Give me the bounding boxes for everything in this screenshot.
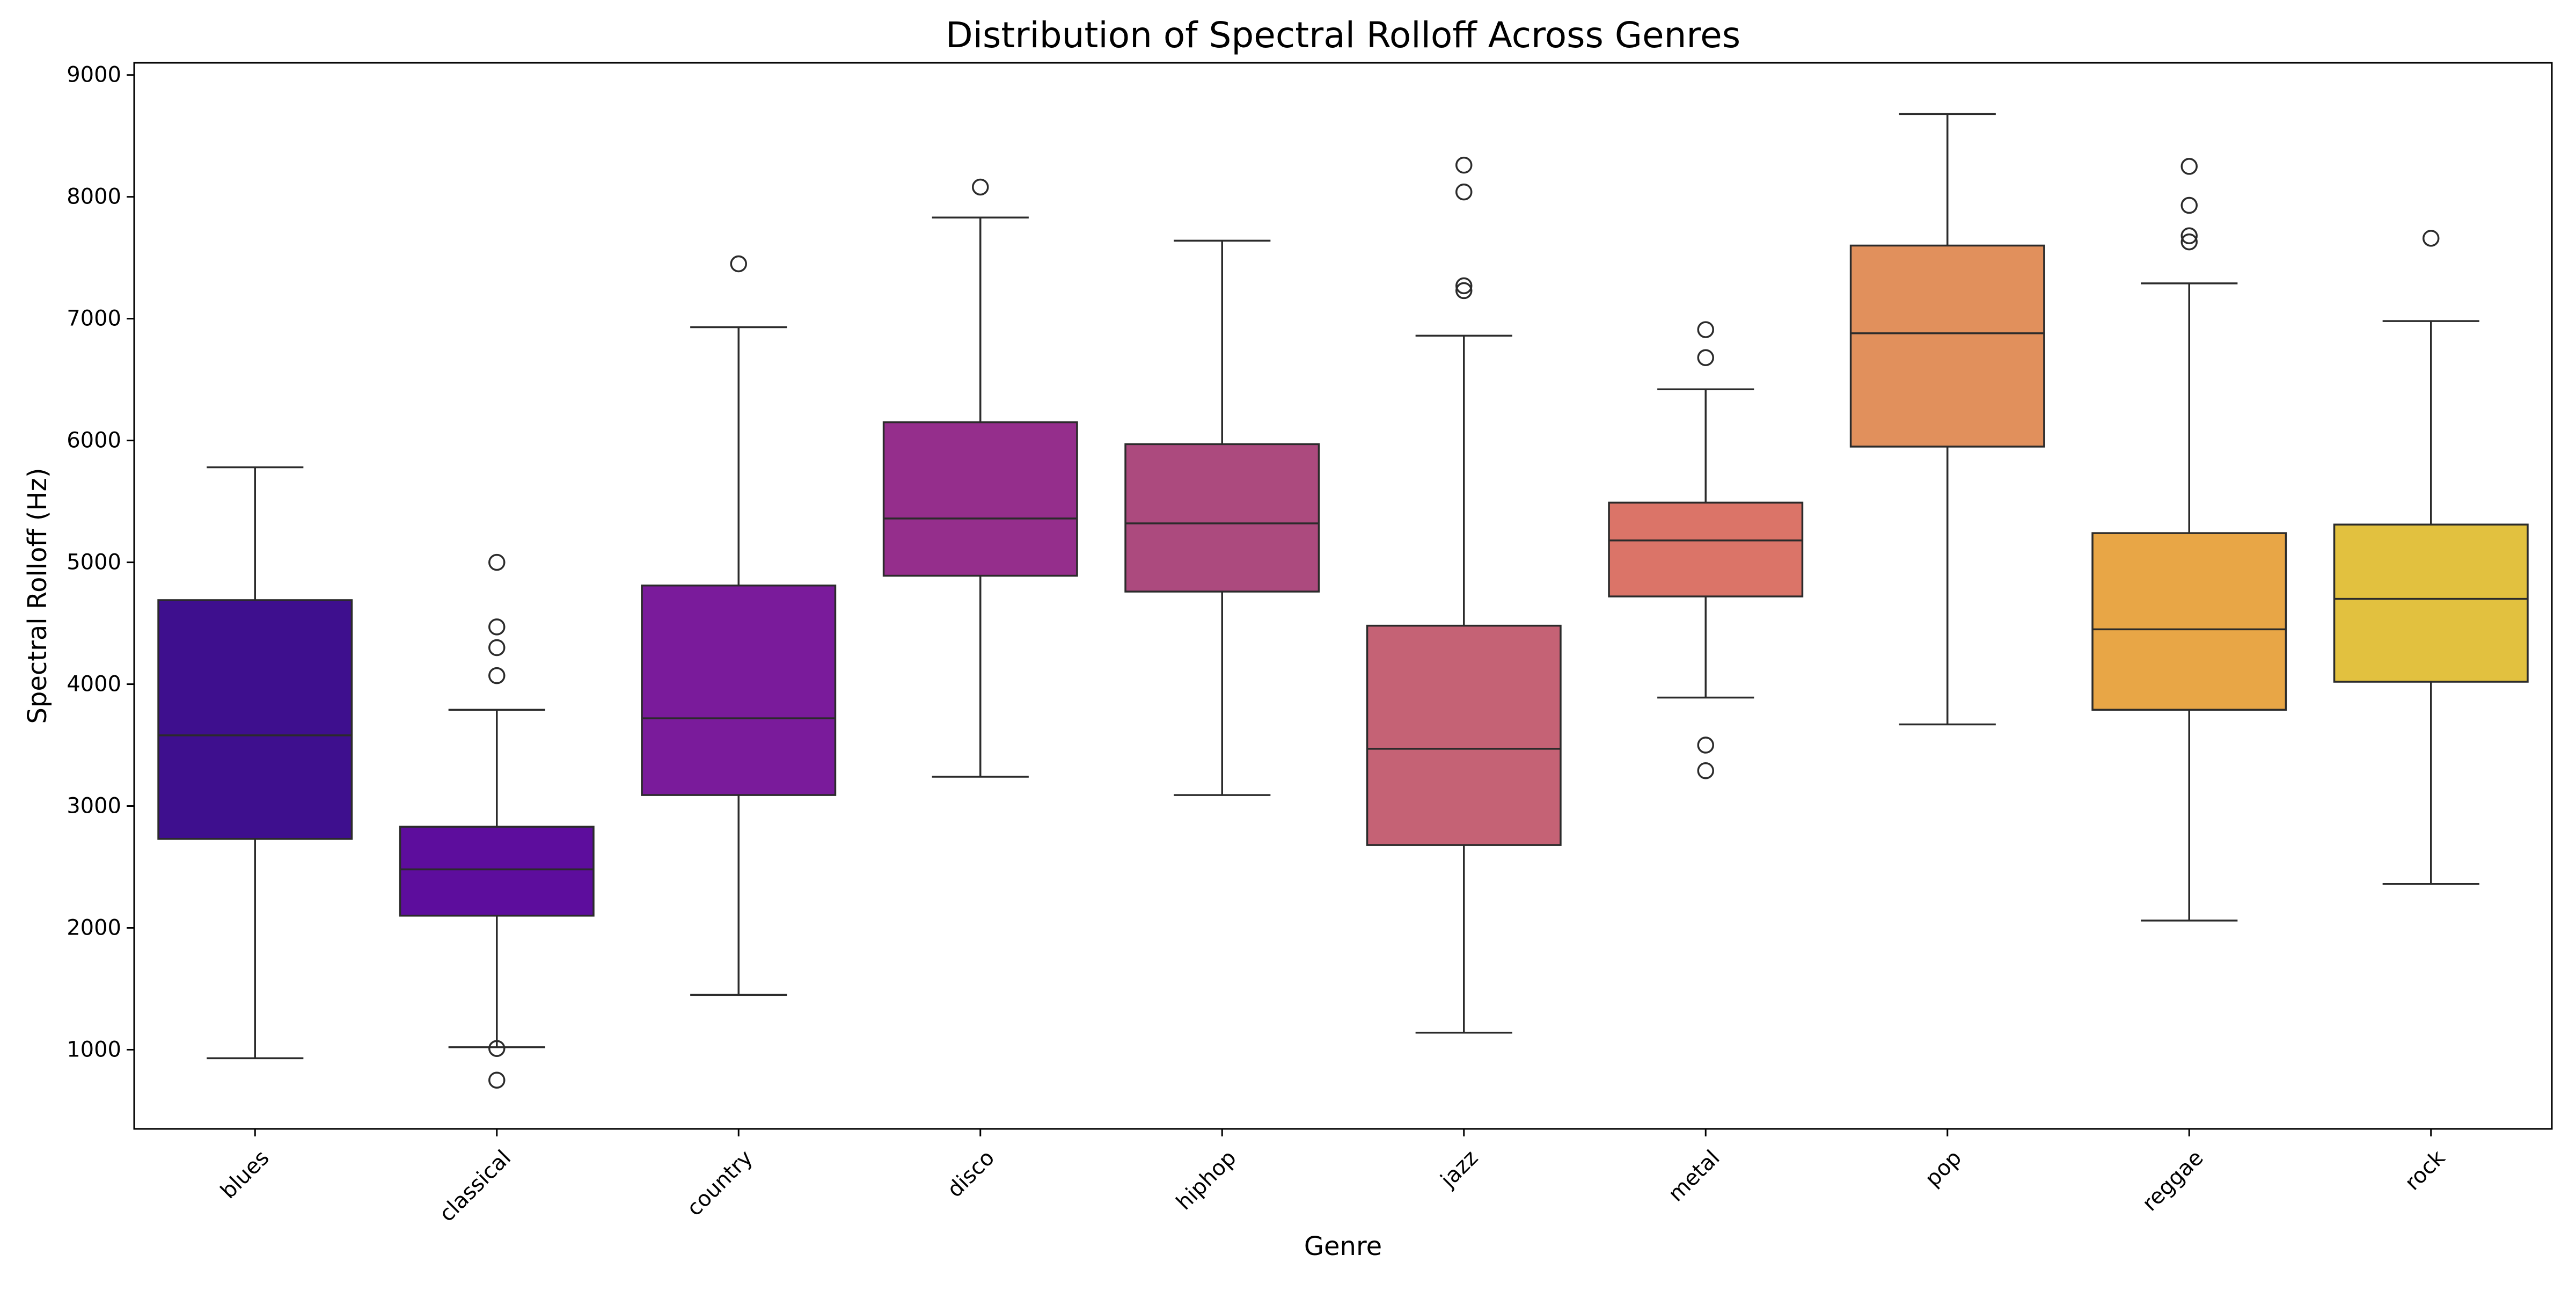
box-group-blues bbox=[157, 466, 353, 1060]
x-tick-label: disco bbox=[942, 1146, 999, 1202]
box-group-rock bbox=[2333, 230, 2529, 885]
outlier-point bbox=[488, 667, 506, 684]
y-tick-label: 3000 bbox=[67, 794, 121, 819]
outlier-point bbox=[972, 178, 989, 196]
box-group-pop bbox=[1849, 113, 2045, 726]
outlier-point bbox=[488, 1071, 506, 1089]
x-tick-label: jazz bbox=[1436, 1146, 1483, 1193]
y-tick-label: 6000 bbox=[67, 428, 121, 453]
box-group-reggae bbox=[2091, 158, 2287, 922]
outlier-point bbox=[1455, 282, 1473, 300]
y-tick-label: 2000 bbox=[67, 915, 121, 940]
x-tick-label: blues bbox=[216, 1146, 274, 1204]
outlier-point bbox=[2180, 158, 2198, 175]
outlier-point bbox=[1455, 183, 1473, 201]
chart-title: Distribution of Spectral Rolloff Across … bbox=[946, 14, 1740, 56]
outlier-point bbox=[488, 553, 506, 571]
x-tick-label: pop bbox=[1920, 1146, 1966, 1192]
y-axis-label: Spectral Rolloff (Hz) bbox=[23, 468, 53, 724]
marks-layer bbox=[157, 113, 2529, 1089]
outlier-point bbox=[1697, 762, 1714, 779]
box bbox=[641, 584, 837, 796]
box bbox=[399, 826, 595, 917]
box-group-disco bbox=[882, 178, 1078, 778]
x-tick-label: hiphop bbox=[1172, 1146, 1241, 1215]
outlier-point bbox=[2180, 227, 2198, 245]
outlier-point bbox=[1697, 321, 1714, 338]
outlier-point bbox=[1455, 156, 1473, 174]
y-tick-label: 7000 bbox=[67, 307, 121, 331]
box bbox=[1124, 443, 1320, 593]
x-tick-label: classical bbox=[435, 1146, 516, 1227]
x-tick-label: rock bbox=[2400, 1145, 2450, 1195]
outlier-point bbox=[2423, 230, 2440, 247]
x-axis-label: Genre bbox=[1304, 1231, 1382, 1261]
outlier-point bbox=[488, 618, 506, 636]
box bbox=[1849, 244, 2045, 448]
box bbox=[2333, 523, 2529, 683]
box-group-country bbox=[641, 255, 837, 996]
y-tick-label: 8000 bbox=[67, 185, 121, 209]
box bbox=[2091, 532, 2287, 711]
outlier-point bbox=[1697, 349, 1714, 367]
box bbox=[157, 599, 353, 840]
box-group-jazz bbox=[1366, 156, 1562, 1034]
outlier-point bbox=[2180, 233, 2198, 251]
plot-frame bbox=[133, 62, 2553, 1130]
y-tick-label: 9000 bbox=[67, 63, 121, 87]
outlier-point bbox=[730, 255, 747, 273]
box-group-hiphop bbox=[1124, 239, 1320, 796]
outlier-point bbox=[1455, 277, 1473, 295]
box bbox=[882, 421, 1078, 577]
y-tick-label: 4000 bbox=[67, 672, 121, 697]
box bbox=[1608, 501, 1804, 597]
outlier-point bbox=[2180, 196, 2198, 214]
y-tick-label: 5000 bbox=[67, 550, 121, 575]
y-tick-label: 1000 bbox=[67, 1037, 121, 1062]
box-group-metal bbox=[1608, 321, 1804, 779]
outlier-point bbox=[488, 1040, 506, 1057]
box bbox=[1366, 624, 1562, 846]
outlier-point bbox=[488, 639, 506, 657]
x-tick-label: country bbox=[682, 1146, 758, 1221]
x-tick-label: reggae bbox=[2138, 1146, 2208, 1216]
box-group-classical bbox=[399, 553, 595, 1089]
outlier-point bbox=[1697, 736, 1714, 754]
x-tick-label: metal bbox=[1664, 1146, 1725, 1207]
